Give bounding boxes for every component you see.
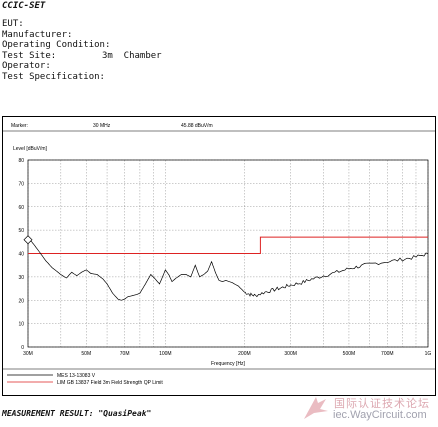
x-tick-label: 700M bbox=[381, 351, 394, 357]
limit-line bbox=[28, 236, 428, 254]
header-field-label: Manufacturer: bbox=[2, 29, 73, 40]
header-field-label: EUT: bbox=[2, 19, 24, 29]
x-tick-label: 500M bbox=[343, 351, 356, 357]
emission-chart: Marker: 30 MHz 45.88 dBuV/m Level [dBuV/m] 0… bbox=[3, 123, 435, 386]
marker-frequency: 30 MHz bbox=[93, 123, 111, 129]
marker-level: 45.88 dBuV/m bbox=[181, 123, 213, 129]
x-tick-label: 1G bbox=[425, 351, 432, 357]
measurement-result: MEASUREMENT RESULT: "QuasiPeak" bbox=[2, 409, 152, 418]
y-tick-label: 20 bbox=[18, 298, 24, 304]
watermark-cn-text: 国际认证技术论坛 bbox=[334, 397, 430, 410]
header-field-label: Test Specification: bbox=[2, 71, 105, 82]
y-axis-label: Level [dBuV/m] bbox=[13, 146, 48, 152]
y-tick-label: 30 bbox=[18, 275, 24, 281]
x-axis-label: Frequency [Hz] bbox=[211, 361, 246, 367]
watermark: 国际认证技术论坛 iec.WayCircuit.com bbox=[300, 392, 436, 424]
x-tick-label: 70M bbox=[120, 351, 130, 357]
header-field: Manufacturer: bbox=[2, 30, 72, 41]
x-tick-label: 30M bbox=[23, 351, 33, 357]
legend-label-mes: MES 13-13083 V bbox=[57, 373, 96, 379]
x-tick-label: 100M bbox=[159, 351, 172, 357]
header-field-value: 3m Chamber bbox=[102, 50, 162, 61]
y-tick-label: 10 bbox=[18, 322, 24, 328]
x-tick-label: 200M bbox=[238, 351, 251, 357]
y-tick-label: 80 bbox=[18, 158, 24, 164]
y-tick-label: 60 bbox=[18, 205, 24, 211]
y-tick-label: 40 bbox=[18, 252, 24, 258]
header-field-label: Operating Condition: bbox=[2, 40, 111, 50]
report-title: CCIC-SET bbox=[2, 1, 46, 11]
marker-label: Marker: bbox=[11, 123, 28, 129]
header-field-label: Test Site: bbox=[2, 50, 57, 61]
header-field: Test Specification: bbox=[2, 72, 105, 83]
legend-label-lim: LIM GB 13837 Field 3m Field Strength QP … bbox=[57, 380, 163, 386]
y-tick-label: 50 bbox=[18, 228, 24, 234]
marker-diamond-icon bbox=[23, 235, 33, 245]
header-field: EUT: bbox=[2, 19, 24, 30]
y-tick-label: 0 bbox=[21, 345, 24, 351]
chart-frame: Marker: 30 MHz 45.88 dBuV/m Level [dBuV/m] 0… bbox=[2, 116, 436, 396]
y-tick-label: 70 bbox=[18, 181, 24, 187]
header-field: Operator: bbox=[2, 61, 51, 72]
header-field: Operating Condition: bbox=[2, 40, 110, 51]
watermark-en-text: iec.WayCircuit.com bbox=[333, 409, 427, 421]
measurement-trace bbox=[27, 239, 429, 301]
header-field-label: Operator: bbox=[2, 61, 51, 71]
x-tick-label: 50M bbox=[81, 351, 91, 357]
header-field: Test Site: 3m Chamber bbox=[2, 50, 162, 62]
watermark-logo-icon bbox=[304, 397, 328, 419]
x-tick-label: 300M bbox=[284, 351, 297, 357]
